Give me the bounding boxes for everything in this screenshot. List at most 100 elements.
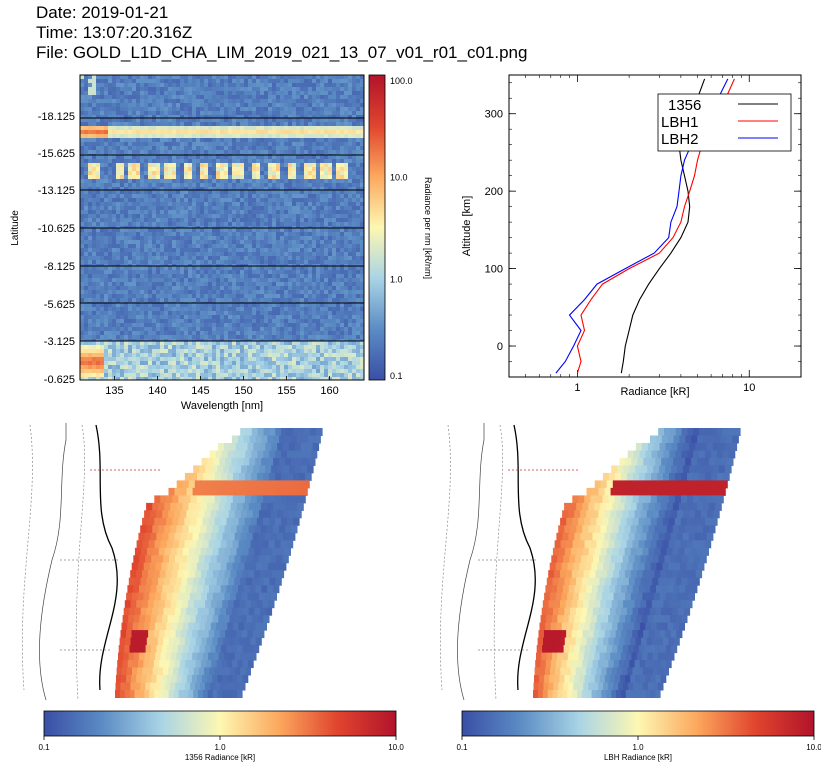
spectrogram-pixel bbox=[340, 323, 344, 327]
spectrogram-pixel bbox=[344, 163, 348, 167]
spectrogram-pixel bbox=[304, 307, 308, 311]
spectrogram-pixel bbox=[240, 107, 244, 111]
spectrogram-pixel bbox=[336, 252, 340, 256]
spectrogram-pixel bbox=[292, 319, 296, 323]
spectrogram-pixel bbox=[280, 118, 284, 122]
spectrogram-pixel bbox=[120, 286, 124, 290]
spectrogram-pixel bbox=[168, 79, 172, 83]
spectrogram-pixel bbox=[220, 190, 224, 194]
spectrogram-pixel bbox=[104, 175, 108, 179]
spectrogram-pixel bbox=[112, 335, 116, 339]
spectrogram-pixel bbox=[112, 286, 116, 290]
spectrogram-pixel bbox=[184, 83, 188, 87]
spectrogram-pixel bbox=[204, 248, 208, 252]
spectrogram-pixel bbox=[144, 126, 148, 130]
spectrogram-pixel bbox=[332, 319, 336, 323]
spectrogram-pixel bbox=[312, 187, 316, 191]
spectrogram-pixel bbox=[240, 282, 244, 286]
spectrogram-pixel bbox=[292, 87, 296, 91]
spectrogram-pixel bbox=[184, 290, 188, 294]
spectrogram-pixel bbox=[96, 115, 100, 119]
spectrogram-pixel bbox=[104, 303, 108, 307]
spectrogram-pixel bbox=[160, 307, 164, 311]
spectrogram-pixel bbox=[140, 214, 144, 218]
spectrogram-pixel bbox=[348, 103, 352, 107]
spectrogram-pixel bbox=[260, 248, 264, 252]
spectrogram-pixel bbox=[236, 270, 240, 274]
spectrogram-pixel bbox=[268, 303, 272, 307]
spectrogram-pixel bbox=[84, 222, 88, 226]
spectrogram-pixel bbox=[244, 311, 248, 315]
spectrogram-pixel bbox=[92, 252, 96, 256]
spectrogram-pixel bbox=[156, 278, 160, 282]
spectrogram-pixel bbox=[120, 130, 124, 134]
spectrogram-pixel bbox=[324, 175, 328, 179]
spectrogram-pixel bbox=[160, 232, 164, 236]
spectrogram-pixel bbox=[228, 282, 232, 286]
spectrogram-pixel bbox=[176, 99, 180, 103]
spectrogram-pixel bbox=[80, 126, 84, 130]
spectrogram-pixel bbox=[240, 198, 244, 202]
spectrogram-pixel bbox=[240, 103, 244, 107]
spectrogram-pixel bbox=[144, 222, 148, 226]
spectrogram-pixel bbox=[356, 248, 360, 252]
spectrogram-pixel bbox=[204, 103, 208, 107]
spectrogram-pixel bbox=[128, 256, 132, 260]
spectrogram-pixel bbox=[360, 311, 364, 315]
spectrogram-pixel bbox=[96, 248, 100, 252]
spectrogram-pixel bbox=[276, 260, 280, 264]
spectrogram-pixel bbox=[144, 323, 148, 327]
spectrogram-pixel bbox=[128, 79, 132, 83]
spectrogram-pixel bbox=[256, 232, 260, 236]
spectrogram-pixel bbox=[172, 146, 176, 150]
spectrogram-pixel bbox=[216, 315, 220, 319]
spectrogram-pixel bbox=[328, 210, 332, 214]
spectrogram-pixel bbox=[268, 118, 272, 122]
spectrogram-pixel bbox=[288, 163, 292, 167]
spectrogram-pixel bbox=[272, 111, 276, 115]
spectrogram-pixel bbox=[288, 286, 292, 290]
spectrogram-pixel bbox=[80, 236, 84, 240]
spectrogram-pixel bbox=[80, 294, 84, 298]
spectrogram-pixel bbox=[136, 79, 140, 83]
spectrogram-pixel bbox=[188, 126, 192, 130]
spectrogram-pixel bbox=[264, 79, 268, 83]
spectrogram-pixel bbox=[112, 118, 116, 122]
spectrogram-pixel bbox=[120, 138, 124, 142]
spectrogram-pixel bbox=[200, 183, 204, 187]
spectrogram-pixel bbox=[100, 175, 104, 179]
spectrogram-pixel bbox=[260, 274, 264, 278]
spectrogram-pixel bbox=[188, 175, 192, 179]
spectrogram-pixel bbox=[240, 115, 244, 119]
spectrogram-pixel bbox=[344, 307, 348, 311]
spectrogram-pixel bbox=[116, 270, 120, 274]
spectrogram-pixel bbox=[264, 179, 268, 183]
spectrogram-pixel bbox=[152, 103, 156, 107]
spectrogram-pixel bbox=[112, 111, 116, 115]
spectrogram-pixel bbox=[208, 99, 212, 103]
spectrogram-pixel bbox=[212, 315, 216, 319]
spectrogram-pixel bbox=[312, 198, 316, 202]
spectrogram-pixel bbox=[348, 115, 352, 119]
spectrogram-pixel bbox=[180, 99, 184, 103]
spectrogram-pixel bbox=[188, 167, 192, 171]
spectrogram-pixel bbox=[180, 232, 184, 236]
spectrogram-pixel bbox=[176, 91, 180, 95]
spectrogram-pixel bbox=[148, 290, 152, 294]
spectrogram-pixel bbox=[220, 175, 224, 179]
spectrogram-pixel bbox=[144, 83, 148, 87]
spectrogram-pixel bbox=[304, 290, 308, 294]
spectrogram-pixel bbox=[196, 126, 200, 130]
spectrogram-pixel bbox=[360, 126, 364, 130]
spectrogram-pixel bbox=[240, 244, 244, 248]
spectrogram-pixel bbox=[276, 298, 280, 302]
spectrogram-pixel bbox=[336, 307, 340, 311]
spectrogram-pixel bbox=[200, 126, 204, 130]
spectrogram-pixel bbox=[188, 315, 192, 319]
spectrogram-pixel bbox=[292, 83, 296, 87]
spectrogram-pixel bbox=[300, 198, 304, 202]
spectrogram-pixel bbox=[204, 335, 208, 339]
spectrogram-pixel bbox=[96, 130, 100, 134]
spectrogram-pixel bbox=[348, 183, 352, 187]
spectrogram-pixel bbox=[352, 248, 356, 252]
